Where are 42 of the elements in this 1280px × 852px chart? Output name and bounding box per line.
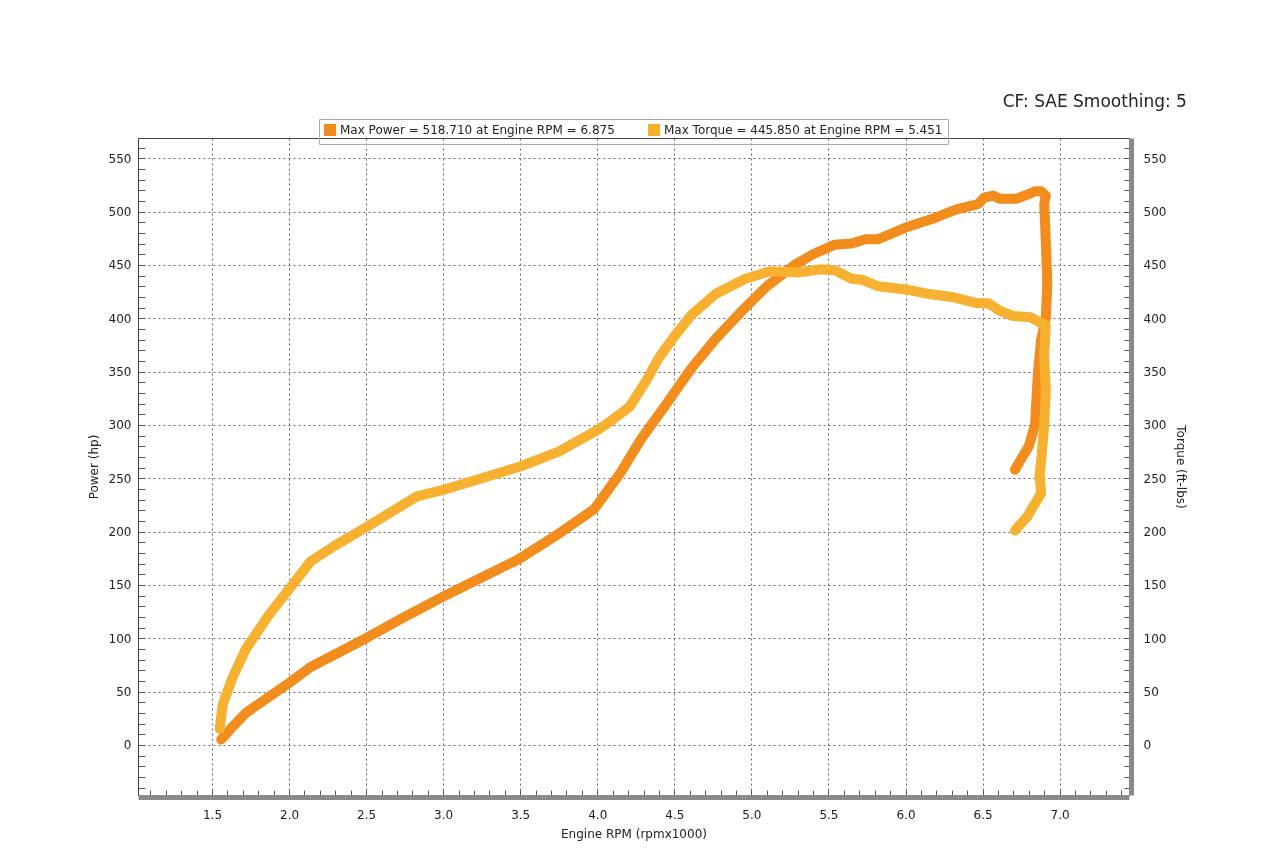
y-tick-label: 300: [108, 418, 132, 433]
legend-label: Max Torque = 445.850 at Engine RPM = 5.451: [664, 123, 943, 137]
y-tick-label: 550: [108, 151, 132, 166]
y-tick-label: 450: [108, 258, 132, 273]
y2-tick-label: 350: [1143, 365, 1167, 380]
y2-tick-label: 450: [1143, 258, 1167, 273]
x-tick-label: 2.5: [357, 807, 377, 822]
y2-tick-label: 300: [1143, 418, 1167, 433]
y2-tick-label: 100: [1143, 631, 1167, 646]
y-tick-label: 250: [108, 471, 132, 486]
x-tick-label: 6.5: [973, 807, 993, 822]
x-tick-label: 4.5: [665, 807, 685, 822]
y-axis-title: Power (hp): [86, 434, 101, 500]
chart-title: CF: SAE Smoothing: 5: [1002, 90, 1187, 111]
x-tick-label: 7.0: [1050, 807, 1070, 822]
y2-axis-title: Torque (ft-lbs): [1174, 424, 1189, 509]
x-tick-label: 3.0: [434, 807, 454, 822]
y-tick-label: 50: [116, 685, 132, 700]
x-tick-label: 1.5: [202, 807, 223, 822]
y2-tick-label: 150: [1143, 578, 1167, 593]
y-tick-label: 350: [108, 365, 132, 380]
x-tick-label: 5.5: [819, 807, 839, 822]
x-tick-label: 2.0: [279, 807, 300, 822]
x-tick-label: 3.5: [511, 807, 531, 822]
y2-tick-label: 0: [1143, 738, 1152, 753]
y2-tick-label: 550: [1143, 151, 1167, 166]
x-tick-label: 5.0: [742, 807, 762, 822]
y2-tick-label: 200: [1143, 525, 1167, 540]
y-tick-label: 400: [108, 311, 132, 326]
y-tick-label: 100: [108, 631, 132, 646]
x-axis-title: Engine RPM (rpmx1000): [561, 826, 707, 841]
y-tick-label: 0: [123, 738, 132, 753]
y-tick-label: 500: [108, 205, 132, 220]
y2-tick-label: 50: [1143, 685, 1159, 700]
x-tick-label: 6.0: [896, 807, 916, 822]
y-tick-label: 150: [108, 578, 132, 593]
x-tick-label: 4.0: [588, 807, 608, 822]
y2-tick-label: 500: [1143, 205, 1167, 220]
legend-label: Max Power = 518.710 at Engine RPM = 6.875: [340, 123, 615, 137]
y2-tick-label: 250: [1143, 471, 1167, 486]
y2-tick-label: 400: [1143, 311, 1167, 326]
y-tick-label: 200: [108, 525, 132, 540]
